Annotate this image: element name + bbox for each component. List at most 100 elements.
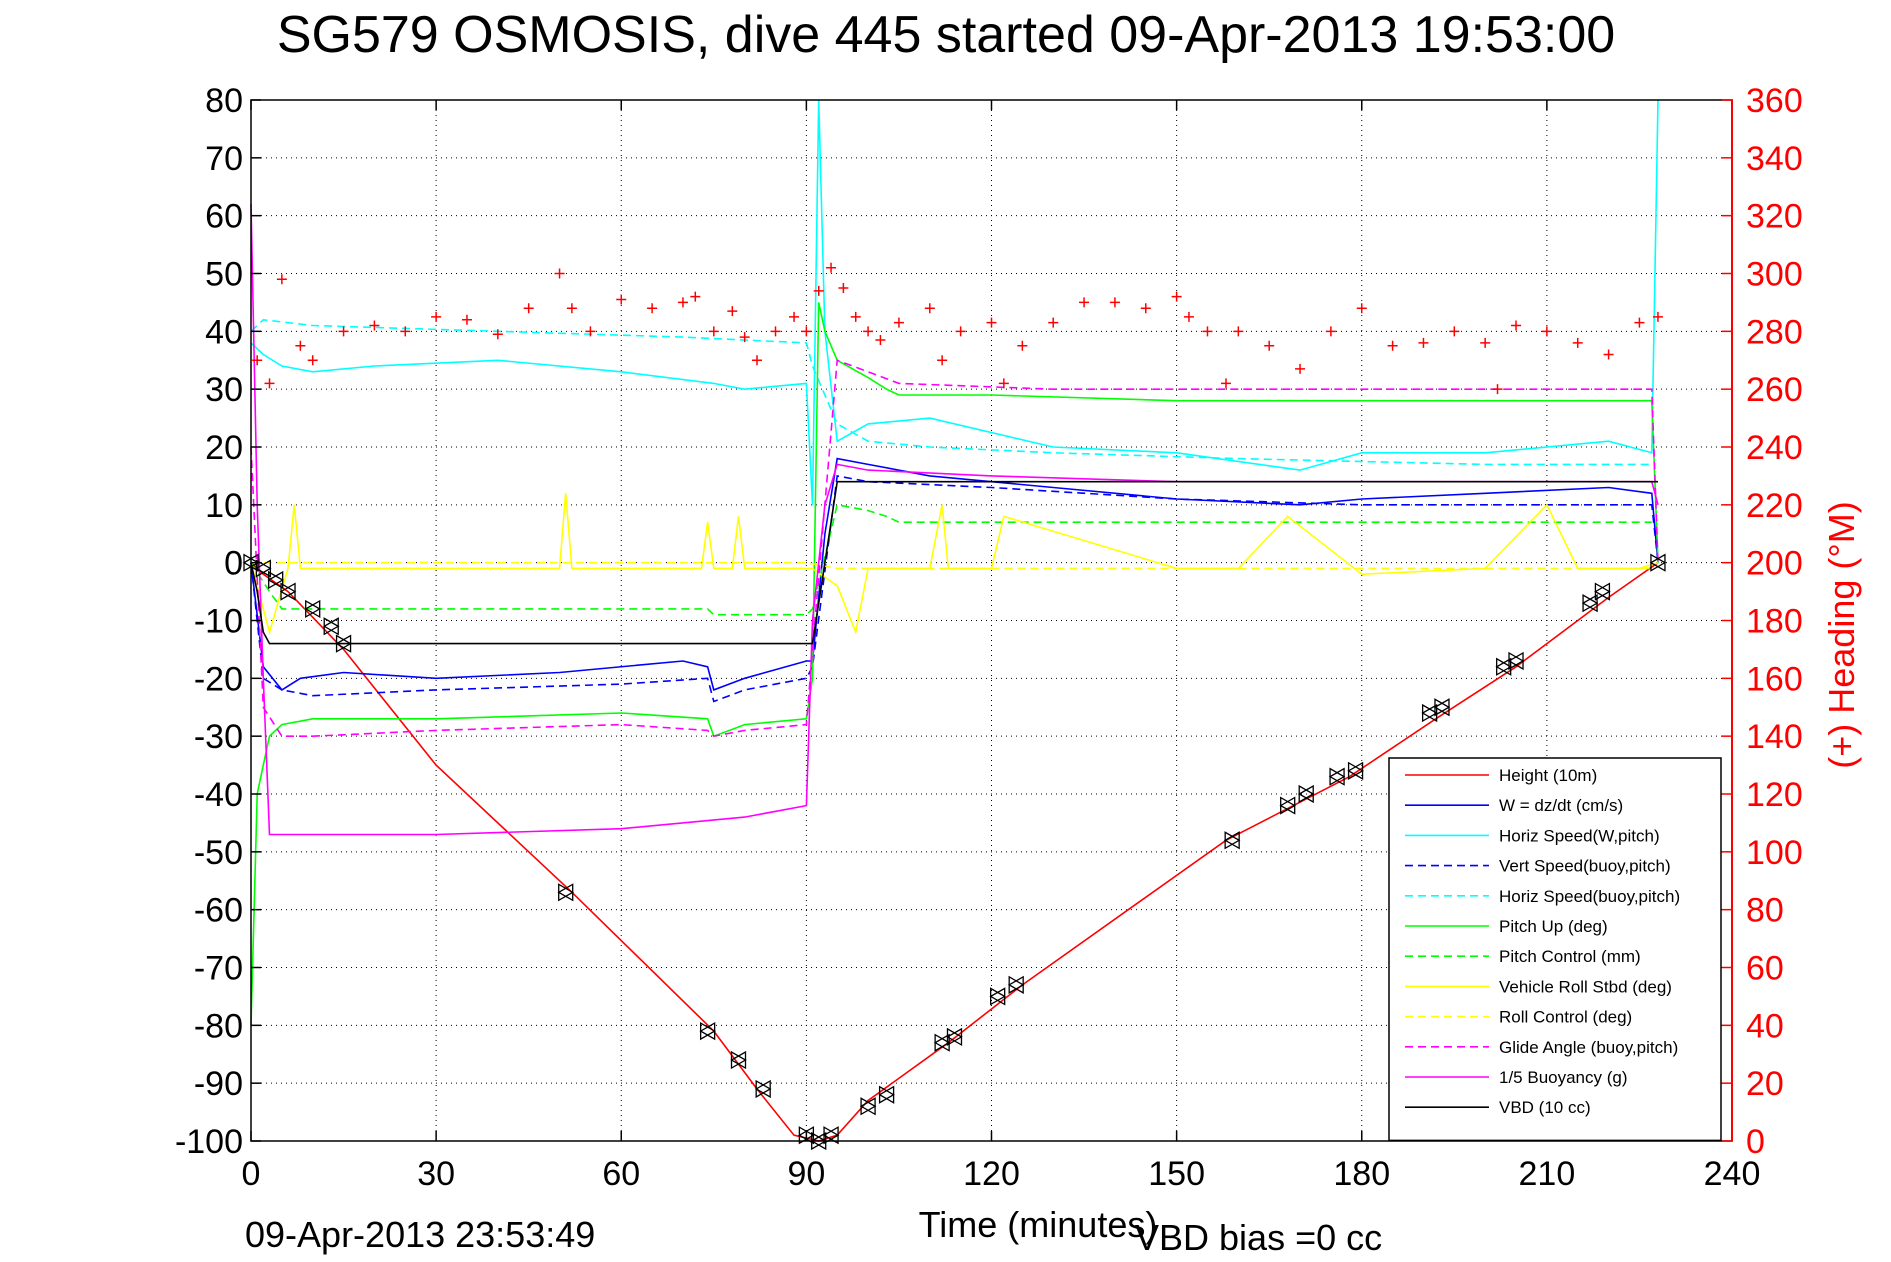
heading-point: [1387, 340, 1398, 351]
y-tick-label: 0: [224, 545, 243, 583]
y-tick-label: -50: [194, 834, 243, 872]
marker-triangle-left: [1347, 761, 1364, 780]
gps-marker: [933, 1033, 951, 1052]
gps-marker: [1223, 831, 1241, 850]
right-y-tick-label: 220: [1746, 487, 1803, 525]
marker-triangle-left: [267, 570, 284, 590]
x-tick-label: 90: [787, 1155, 825, 1193]
y-tick-label: 80: [205, 82, 243, 120]
marker-triangle-left: [279, 582, 296, 601]
heading-point: [739, 332, 750, 343]
heading-point: [1449, 326, 1460, 337]
right-y-tick-label: 120: [1746, 776, 1803, 814]
y-tick-label: -70: [194, 950, 243, 988]
series-line-11: [250, 480, 1658, 645]
y-tick-label: 10: [205, 487, 243, 525]
heading-point: [1634, 317, 1645, 328]
legend-label: Horiz Speed(buoy,pitch): [1499, 887, 1680, 906]
marker-triangle-left: [1433, 698, 1450, 717]
x-axis-label: Time (minutes): [919, 1204, 1158, 1245]
heading-point: [1295, 363, 1306, 374]
heading-point: [1233, 326, 1244, 337]
marker-triangle-left: [1279, 796, 1296, 815]
marker-triangle-left: [754, 1079, 771, 1099]
heading-point: [400, 326, 411, 337]
legend-label: 1/5 Buoyancy (g): [1499, 1068, 1628, 1087]
heading-point: [986, 317, 997, 328]
chart-title: SG579 OSMOSIS, dive 445 started 09-Apr-2…: [277, 6, 1615, 64]
heading-point: [369, 320, 380, 331]
heading-point: [838, 282, 849, 293]
series-line-5: [250, 302, 1659, 1026]
right-y-tick-label: 280: [1746, 313, 1803, 351]
gps-marker: [1495, 657, 1512, 676]
heading-point: [585, 326, 596, 337]
x-tick-label: 120: [963, 1155, 1020, 1193]
series-line-2: [250, 99, 1659, 505]
y-tick-label: 50: [205, 256, 243, 294]
heading-point: [338, 326, 349, 337]
marker-triangle-left: [1507, 651, 1524, 671]
series-line-8: [251, 561, 1652, 570]
right-y-tick-label: 320: [1746, 198, 1803, 236]
heading-point: [752, 355, 763, 366]
footer-timestamp: 09-Apr-2013 23:53:49: [245, 1214, 595, 1255]
marker-triangle-left: [822, 1126, 839, 1145]
gps-marker: [322, 617, 340, 636]
marker-triangle-left: [878, 1085, 895, 1104]
series-line-3: [250, 474, 1659, 703]
y-tick-label: -20: [194, 660, 243, 698]
legend: Height (10m) W = dz/dt (cm/s) Horiz Speed(…: [1388, 757, 1722, 1142]
heading-point: [1183, 311, 1194, 322]
heading-point: [875, 335, 886, 346]
right-y-tick-label: 240: [1746, 429, 1803, 467]
right-y-tick-label: 140: [1746, 718, 1803, 756]
legend-label: W = dz/dt (cm/s): [1499, 796, 1623, 815]
marker-triangle-left: [1328, 767, 1345, 786]
heading-point: [727, 306, 738, 317]
marker-triangle-left: [335, 634, 352, 653]
heading-point: [1140, 303, 1151, 314]
gps-marker: [279, 582, 297, 601]
gps-marker: [946, 1027, 963, 1047]
gps-marker: [1007, 975, 1025, 994]
gps-marker: [1649, 553, 1667, 572]
vbd-bias-text: VBD bias =0 cc: [1135, 1217, 1382, 1258]
series-layer: [250, 99, 1663, 1142]
heading-point: [1017, 340, 1028, 351]
gps-marker: [1421, 703, 1438, 723]
legend-label: Pitch Up (deg): [1499, 917, 1608, 936]
right-y-tick-label: 340: [1746, 140, 1803, 178]
marker-triangle-left: [1421, 703, 1438, 723]
heading-point: [1541, 326, 1552, 337]
heading-point: [566, 303, 577, 314]
heading-point: [1220, 378, 1231, 389]
right-y-tick-label: 360: [1746, 82, 1803, 120]
heading-point: [461, 314, 472, 325]
y-tick-label: 60: [205, 198, 243, 236]
y-tick-label: -80: [194, 1007, 243, 1045]
gps-marker: [1328, 767, 1346, 786]
heading-point: [1572, 337, 1583, 348]
gps-marker: [822, 1126, 840, 1145]
legend-label: VBD (10 cc): [1499, 1098, 1591, 1117]
heading-point: [1492, 384, 1503, 395]
heading-point: [1603, 349, 1614, 360]
heading-point: [647, 303, 658, 314]
x-tick-label: 240: [1704, 1155, 1761, 1193]
heading-point: [554, 268, 565, 279]
y-tick-label: 70: [205, 140, 243, 178]
heading-point: [850, 311, 861, 322]
gps-marker: [1347, 761, 1364, 780]
heading-point: [1418, 337, 1429, 348]
heading-point: [813, 285, 824, 296]
right-y-tick-label: 260: [1746, 371, 1803, 409]
legend-label: Vert Speed(buoy,pitch): [1499, 857, 1671, 876]
axes: 0 30 60 90 120 150 180 210 24080706050403020100-…: [175, 82, 1803, 1193]
series-line-9: [250, 359, 1659, 738]
y-tick-label: -40: [194, 776, 243, 814]
y-tick-label: -10: [194, 603, 243, 641]
marker-triangle-left: [304, 599, 321, 619]
heading-point: [252, 355, 263, 366]
